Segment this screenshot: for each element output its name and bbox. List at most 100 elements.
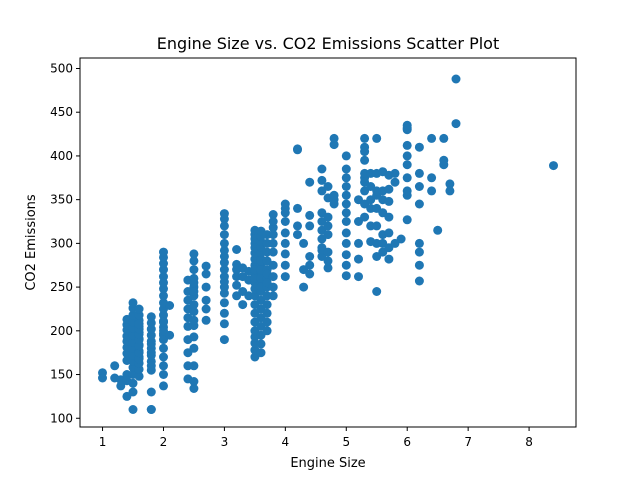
data-point: [341, 151, 351, 161]
data-point: [219, 238, 229, 248]
data-point: [341, 199, 351, 209]
data-point: [354, 238, 363, 248]
data-point: [280, 199, 290, 209]
data-point: [134, 319, 144, 329]
data-point: [134, 371, 144, 381]
y-tick-label: 400: [50, 149, 73, 163]
data-point: [341, 182, 351, 191]
data-point: [323, 221, 333, 231]
data-point: [384, 212, 394, 222]
x-tick-label: 5: [342, 435, 350, 449]
y-tick-label: 250: [50, 280, 73, 294]
data-point: [262, 300, 272, 310]
data-point: [219, 230, 229, 240]
data-point: [268, 291, 278, 301]
data-point: [98, 373, 107, 383]
data-point: [384, 196, 394, 206]
data-point: [219, 298, 229, 308]
x-tick-label: 7: [464, 435, 472, 449]
data-point: [451, 119, 461, 129]
data-point: [201, 295, 211, 305]
data-point: [146, 324, 156, 334]
data-point: [451, 74, 461, 84]
data-point: [341, 271, 351, 281]
chart-title: Engine Size vs. CO2 Emissions Scatter Pl…: [157, 34, 499, 53]
data-point: [372, 133, 382, 143]
x-tick-label: 1: [99, 435, 107, 449]
data-point: [360, 133, 370, 143]
data-point: [189, 361, 199, 371]
data-point: [146, 387, 156, 397]
x-axis-label: Engine Size: [290, 456, 365, 471]
data-point: [396, 234, 406, 244]
data-point: [165, 301, 175, 310]
data-point: [128, 387, 138, 397]
data-point: [219, 245, 229, 255]
data-point: [280, 260, 290, 270]
data-point: [268, 230, 278, 240]
data-point: [256, 348, 266, 358]
data-point: [323, 263, 333, 273]
x-axis: 1 2 3 4 5 6 7 8: [99, 427, 533, 449]
data-point: [323, 212, 333, 222]
data-point: [305, 221, 315, 231]
data-point: [219, 209, 229, 219]
y-tick-label: 500: [50, 61, 73, 75]
data-point: [219, 272, 229, 282]
data-point: [402, 173, 412, 183]
data-point: [305, 252, 315, 261]
y-tick-label: 100: [50, 411, 73, 425]
y-axis-label: CO2 Emissions: [24, 194, 39, 291]
data-point: [341, 208, 351, 218]
data-point: [159, 317, 168, 327]
data-point: [134, 304, 144, 314]
data-point: [268, 238, 278, 248]
data-point: [134, 348, 144, 358]
data-point: [238, 300, 248, 310]
data-point: [219, 265, 229, 275]
data-point: [402, 151, 412, 161]
data-point: [189, 307, 199, 317]
data-point: [146, 361, 156, 371]
data-point: [354, 254, 363, 264]
data-point: [280, 228, 290, 238]
data-point: [189, 384, 199, 393]
data-point: [201, 315, 211, 325]
data-point: [305, 177, 315, 187]
data-point: [341, 228, 351, 238]
data-point: [323, 230, 333, 240]
data-point: [341, 260, 351, 270]
data-point: [341, 164, 351, 174]
data-point: [146, 405, 156, 414]
data-point: [341, 173, 351, 183]
y-tick-label: 300: [50, 236, 73, 250]
data-point: [268, 260, 278, 270]
data-point: [219, 335, 229, 345]
data-point: [299, 238, 309, 248]
data-point: [165, 330, 175, 340]
data-point: [280, 217, 290, 226]
data-point: [201, 282, 211, 292]
data-point: [268, 210, 278, 219]
data-point: [189, 300, 199, 310]
data-point: [280, 238, 290, 248]
data-point: [439, 133, 449, 143]
data-point: [372, 287, 382, 296]
data-point: [146, 348, 156, 358]
data-point: [317, 164, 327, 174]
data-point: [268, 272, 278, 282]
data-point: [128, 405, 138, 414]
data-point: [360, 212, 370, 222]
y-axis: 100 150 200 250 300 350 400 450 500: [50, 61, 80, 425]
data-point: [189, 315, 199, 325]
data-point: [305, 269, 315, 279]
data-point: [402, 140, 412, 150]
data-point: [305, 260, 315, 270]
data-point: [341, 238, 351, 248]
y-tick-label: 200: [50, 324, 73, 338]
data-point: [268, 282, 278, 292]
data-point: [549, 161, 558, 171]
data-point: [384, 254, 394, 264]
data-point: [354, 272, 363, 282]
data-point: [189, 265, 199, 275]
